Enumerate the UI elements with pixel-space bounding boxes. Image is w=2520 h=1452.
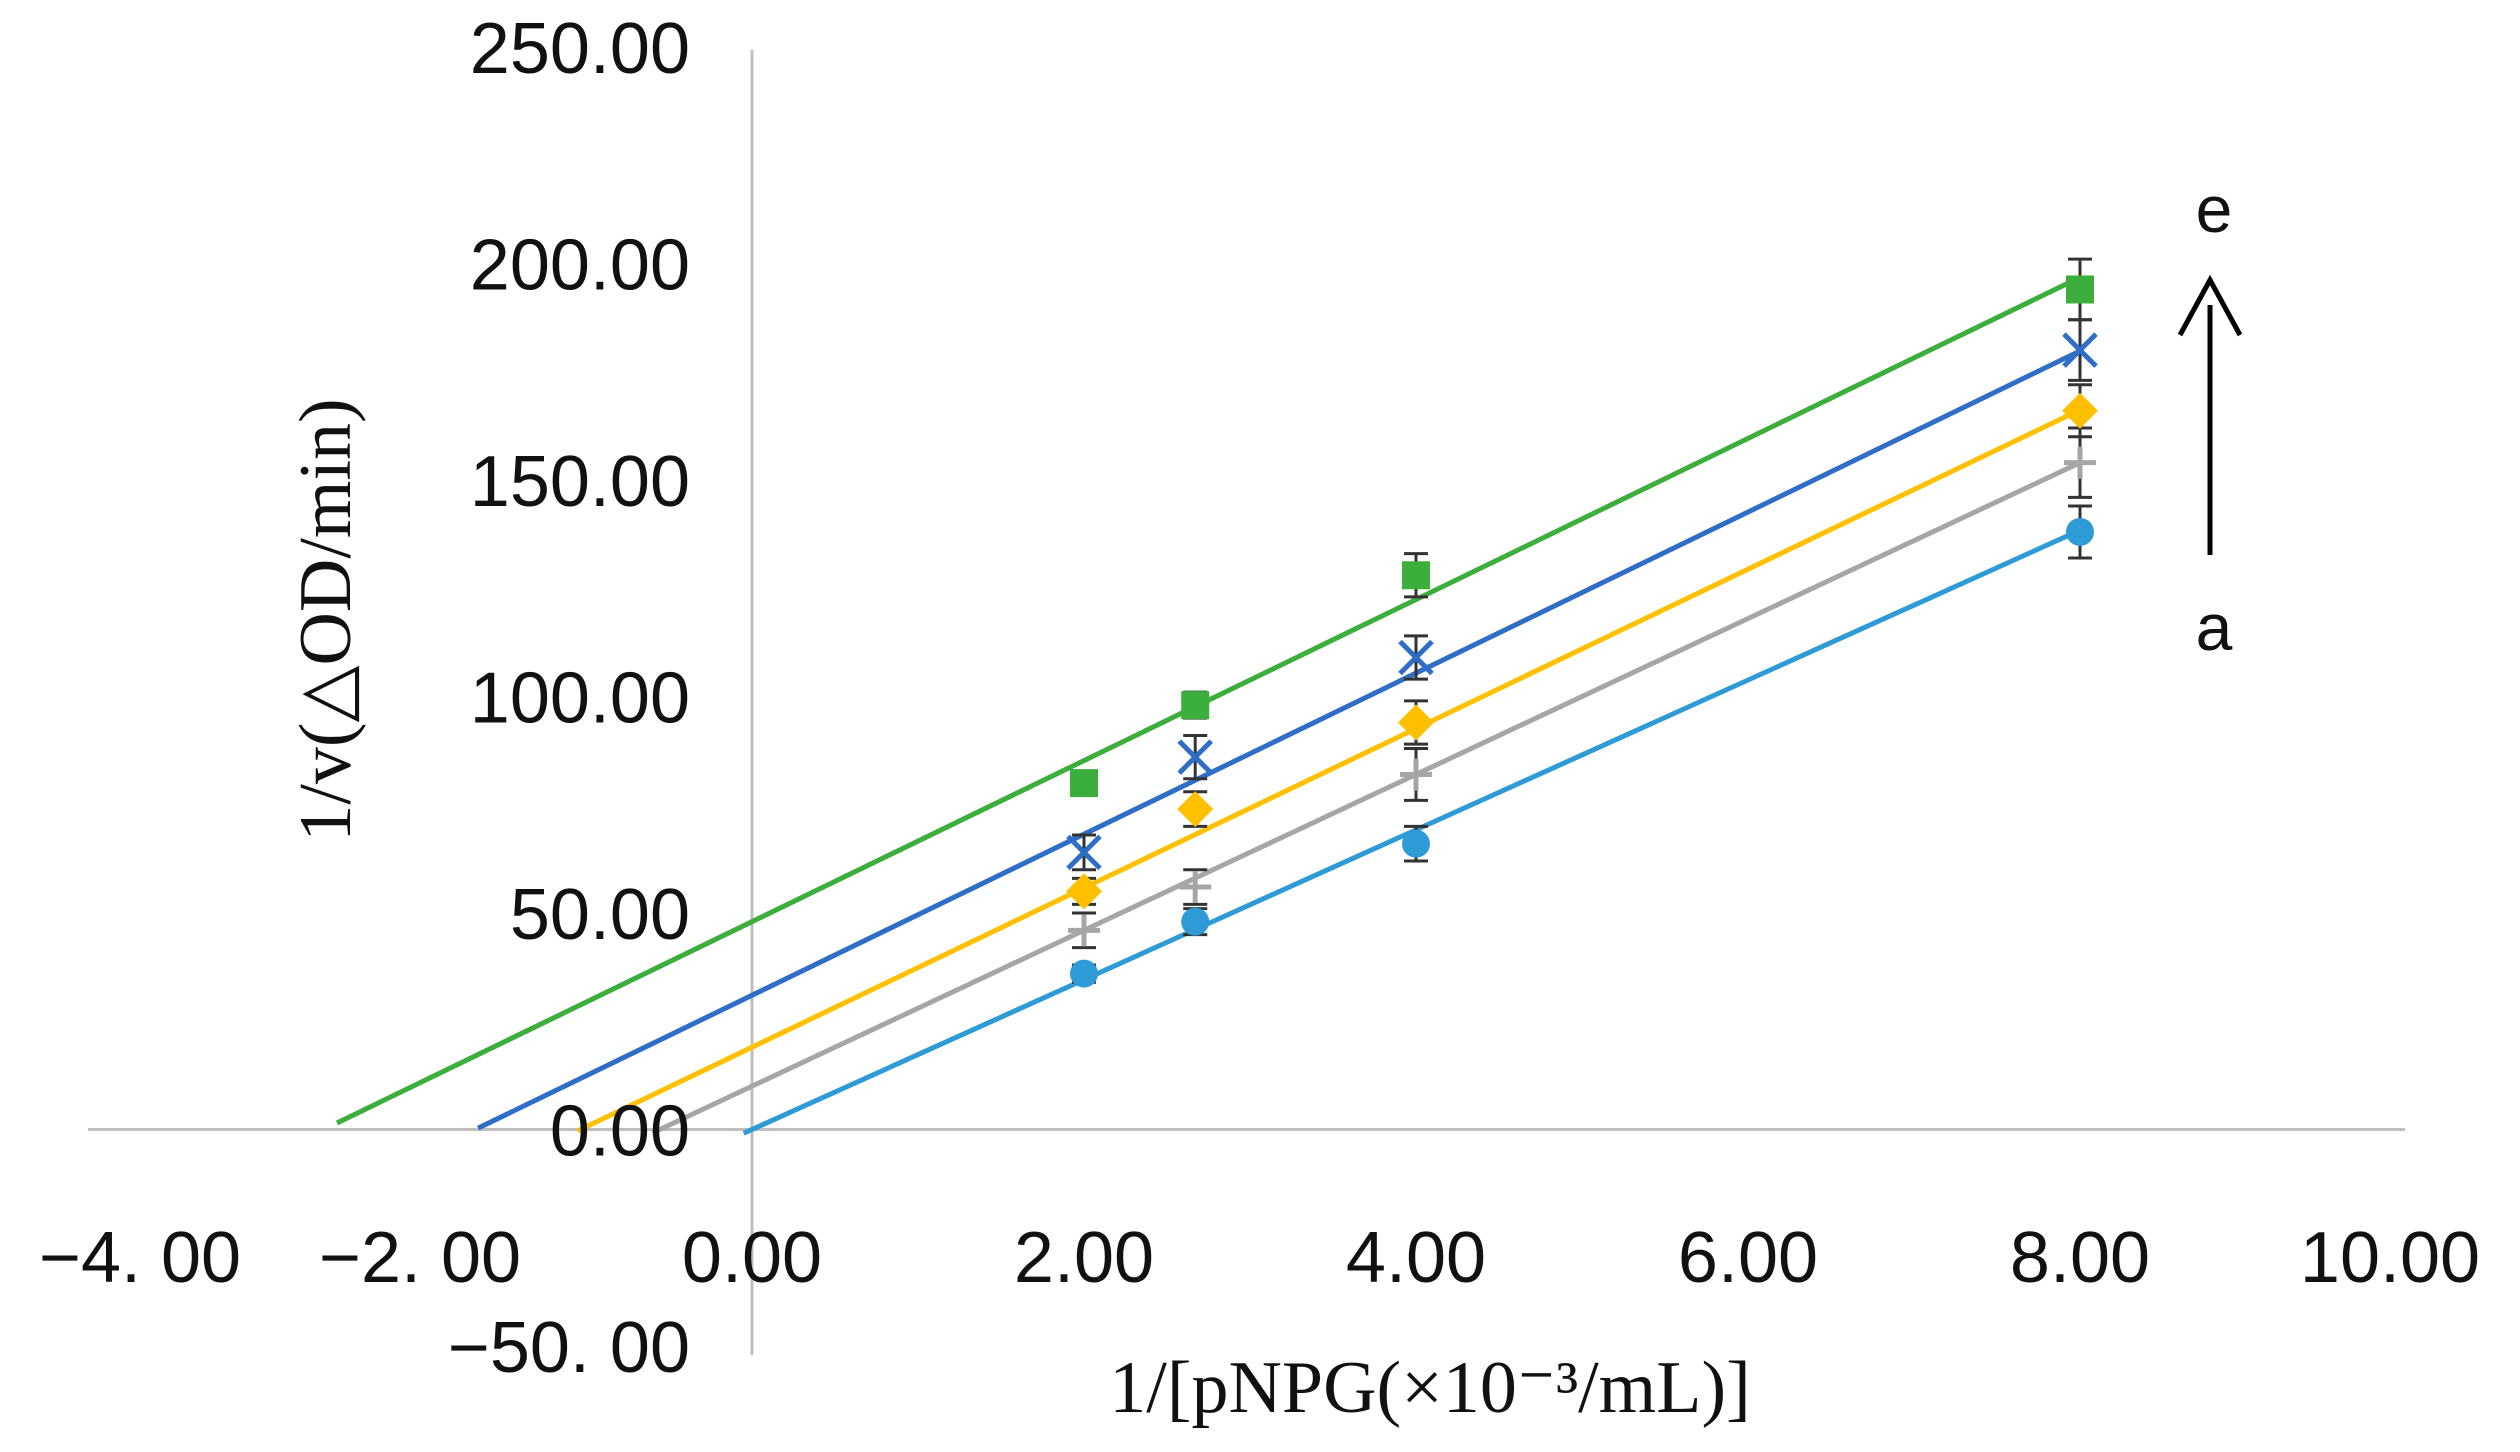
data-point-e [1181, 691, 1210, 720]
y-tick-label: 100.00 [470, 659, 690, 739]
data-point-d [1177, 739, 1213, 775]
y-tick-label: 200.00 [470, 226, 690, 306]
x-tick-label: 10.00 [2300, 1218, 2480, 1298]
data-point-e [1070, 769, 1098, 798]
data-point-a [2066, 517, 2094, 546]
fit-line-d [477, 348, 2082, 1131]
y-tick-label: 250.00 [470, 9, 690, 89]
x-axis-title: 1/[pNPG(×10⁻³/mL)] [1109, 1347, 1750, 1429]
fit-line-c [576, 407, 2082, 1134]
data-point-a [1070, 959, 1098, 988]
y-tick-label: −50. 00 [448, 1308, 690, 1388]
data-point-b [1179, 871, 1212, 904]
y-tick-label: 0.00 [550, 1092, 690, 1172]
x-tick-label: 4.00 [1346, 1218, 1486, 1298]
y-axis-title: 1/v(△OD/min) [285, 398, 367, 841]
data-point-a [1402, 829, 1430, 858]
data-point-e [1402, 561, 1430, 590]
data-point-b [1400, 758, 1432, 791]
x-tick-label: 2.00 [1014, 1218, 1154, 1298]
data-point-c [2062, 392, 2098, 429]
x-tick-label: 0.00 [682, 1218, 822, 1298]
x-tick-label: 8.00 [2010, 1218, 2150, 1298]
y-tick-label: 50.00 [510, 875, 690, 955]
data-point-d [1398, 639, 1434, 676]
x-tick-label: −2. 00 [319, 1218, 521, 1298]
data-point-c [1177, 791, 1214, 828]
data-point-e [2066, 275, 2094, 304]
data-point-b [2064, 446, 2096, 479]
data-point-c [1066, 873, 1102, 910]
data-point-a [1181, 907, 1210, 936]
y-tick-label: 150.00 [470, 442, 690, 522]
x-tick-label: −4. 00 [39, 1218, 241, 1298]
data-point-d [1066, 834, 1102, 871]
data-point-c [1398, 704, 1434, 741]
arrow-bottom-label: a [2196, 590, 2233, 664]
fit-line-b [651, 460, 2082, 1136]
trend-arrow-head [2177, 274, 2243, 337]
arrow-top-label: e [2196, 172, 2233, 246]
x-tick-label: 6.00 [1678, 1218, 1818, 1298]
data-point-b [1068, 914, 1100, 947]
data-point-d [2062, 332, 2098, 368]
